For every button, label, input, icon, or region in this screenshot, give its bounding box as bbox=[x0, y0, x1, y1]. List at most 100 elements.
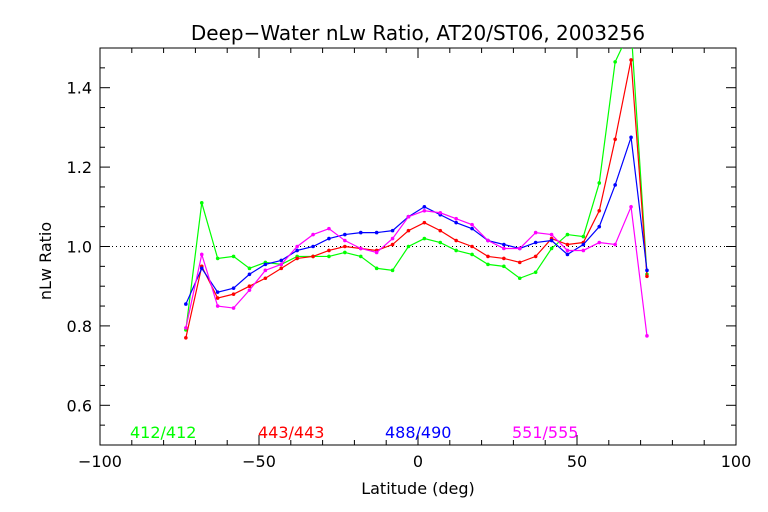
data-point-412-412 bbox=[533, 270, 538, 275]
data-point-412-412 bbox=[597, 181, 602, 185]
data-point-443-443 bbox=[597, 208, 602, 213]
data-point-443-443 bbox=[565, 242, 570, 247]
data-point-551-555 bbox=[597, 240, 602, 245]
data-point-488-490 bbox=[390, 228, 395, 233]
data-point-412-412 bbox=[438, 240, 443, 245]
data-point-443-443 bbox=[215, 296, 220, 300]
data-point-488-490 bbox=[199, 266, 204, 271]
data-point-412-412 bbox=[343, 250, 347, 255]
data-point-551-555 bbox=[279, 262, 284, 267]
data-point-443-443 bbox=[486, 254, 490, 259]
data-point-443-443 bbox=[645, 274, 649, 279]
data-point-488-490 bbox=[422, 205, 427, 209]
data-point-443-443 bbox=[311, 254, 315, 259]
data-point-488-490 bbox=[581, 242, 586, 247]
legend-entry-412-412: 412/412 bbox=[130, 423, 196, 442]
x-axis-label: Latitude (deg) bbox=[361, 479, 475, 498]
data-point-443-443 bbox=[517, 260, 522, 265]
y-tick-label: 0.6 bbox=[67, 396, 92, 415]
data-point-488-490 bbox=[343, 232, 347, 237]
data-point-443-443 bbox=[629, 58, 633, 62]
legend-entry-551-555: 551/555 bbox=[512, 423, 578, 442]
data-point-488-490 bbox=[645, 268, 649, 273]
x-tick-label: −50 bbox=[242, 452, 276, 471]
data-point-412-412 bbox=[486, 262, 490, 267]
data-point-488-490 bbox=[629, 135, 633, 140]
y-tick-label: 0.8 bbox=[67, 317, 92, 336]
data-point-551-555 bbox=[295, 244, 299, 249]
data-point-443-443 bbox=[247, 284, 252, 289]
data-point-443-443 bbox=[454, 238, 458, 243]
data-point-412-412 bbox=[422, 236, 427, 241]
data-point-551-555 bbox=[517, 246, 522, 251]
data-point-488-490 bbox=[247, 272, 252, 277]
data-point-488-490 bbox=[374, 230, 379, 235]
series-line-412-412 bbox=[185, 48, 648, 330]
data-point-551-555 bbox=[184, 326, 188, 330]
data-point-488-490 bbox=[215, 290, 220, 294]
data-point-488-490 bbox=[358, 230, 363, 235]
data-point-443-443 bbox=[470, 244, 474, 249]
data-point-488-490 bbox=[565, 252, 570, 257]
data-point-551-555 bbox=[549, 232, 554, 237]
data-point-551-555 bbox=[327, 226, 331, 231]
data-point-551-555 bbox=[358, 246, 363, 251]
data-point-488-490 bbox=[311, 244, 315, 249]
data-point-412-412 bbox=[215, 256, 220, 261]
data-point-443-443 bbox=[422, 220, 427, 225]
data-point-412-412 bbox=[374, 266, 379, 271]
data-point-412-412 bbox=[581, 234, 586, 239]
data-point-412-412 bbox=[247, 266, 252, 271]
data-point-443-443 bbox=[295, 256, 299, 261]
data-point-551-555 bbox=[311, 232, 315, 237]
data-point-412-412 bbox=[613, 60, 617, 64]
data-point-412-412 bbox=[454, 248, 458, 253]
data-point-551-555 bbox=[565, 248, 570, 253]
data-point-488-490 bbox=[502, 242, 506, 247]
data-point-488-490 bbox=[231, 286, 236, 290]
data-point-443-443 bbox=[438, 228, 443, 233]
y-tick-label: 1.4 bbox=[67, 79, 92, 98]
data-point-551-555 bbox=[374, 250, 379, 255]
data-point-551-555 bbox=[486, 238, 490, 243]
data-point-443-443 bbox=[231, 292, 236, 296]
axis-ticks: −100 −50 0 50 100 0.6 0.8 1.0 1.2 1.4 bbox=[67, 48, 752, 471]
data-point-443-443 bbox=[184, 336, 188, 340]
data-point-551-555 bbox=[343, 238, 347, 243]
data-point-488-490 bbox=[184, 302, 188, 306]
data-point-488-490 bbox=[533, 240, 538, 245]
data-point-551-555 bbox=[454, 216, 458, 221]
data-point-551-555 bbox=[581, 248, 586, 253]
data-point-443-443 bbox=[390, 242, 395, 247]
data-point-488-490 bbox=[470, 226, 474, 231]
data-point-551-555 bbox=[390, 236, 395, 241]
data-point-412-412 bbox=[565, 232, 570, 237]
data-point-412-412 bbox=[327, 254, 331, 259]
data-point-412-412 bbox=[517, 276, 522, 281]
data-point-551-555 bbox=[629, 205, 633, 209]
y-tick-label: 1.0 bbox=[67, 238, 92, 257]
data-point-412-412 bbox=[549, 246, 554, 251]
data-point-412-412 bbox=[502, 264, 506, 269]
data-point-412-412 bbox=[406, 244, 411, 249]
data-point-551-555 bbox=[470, 222, 474, 227]
x-tick-label: 100 bbox=[721, 452, 752, 471]
data-point-551-555 bbox=[231, 306, 236, 310]
data-point-551-555 bbox=[215, 304, 220, 308]
data-point-488-490 bbox=[295, 248, 299, 253]
data-point-443-443 bbox=[343, 244, 347, 249]
x-tick-label: −100 bbox=[78, 452, 122, 471]
data-point-488-490 bbox=[613, 183, 617, 187]
data-point-488-490 bbox=[327, 236, 331, 241]
data-point-551-555 bbox=[199, 252, 204, 257]
data-point-551-555 bbox=[438, 210, 443, 215]
data-point-551-555 bbox=[406, 214, 411, 219]
data-point-443-443 bbox=[327, 248, 331, 253]
data-point-443-443 bbox=[263, 276, 268, 281]
data-point-443-443 bbox=[279, 266, 284, 271]
data-point-443-443 bbox=[502, 256, 506, 261]
data-point-443-443 bbox=[613, 137, 617, 142]
data-point-412-412 bbox=[390, 268, 395, 273]
data-point-488-490 bbox=[549, 238, 554, 243]
